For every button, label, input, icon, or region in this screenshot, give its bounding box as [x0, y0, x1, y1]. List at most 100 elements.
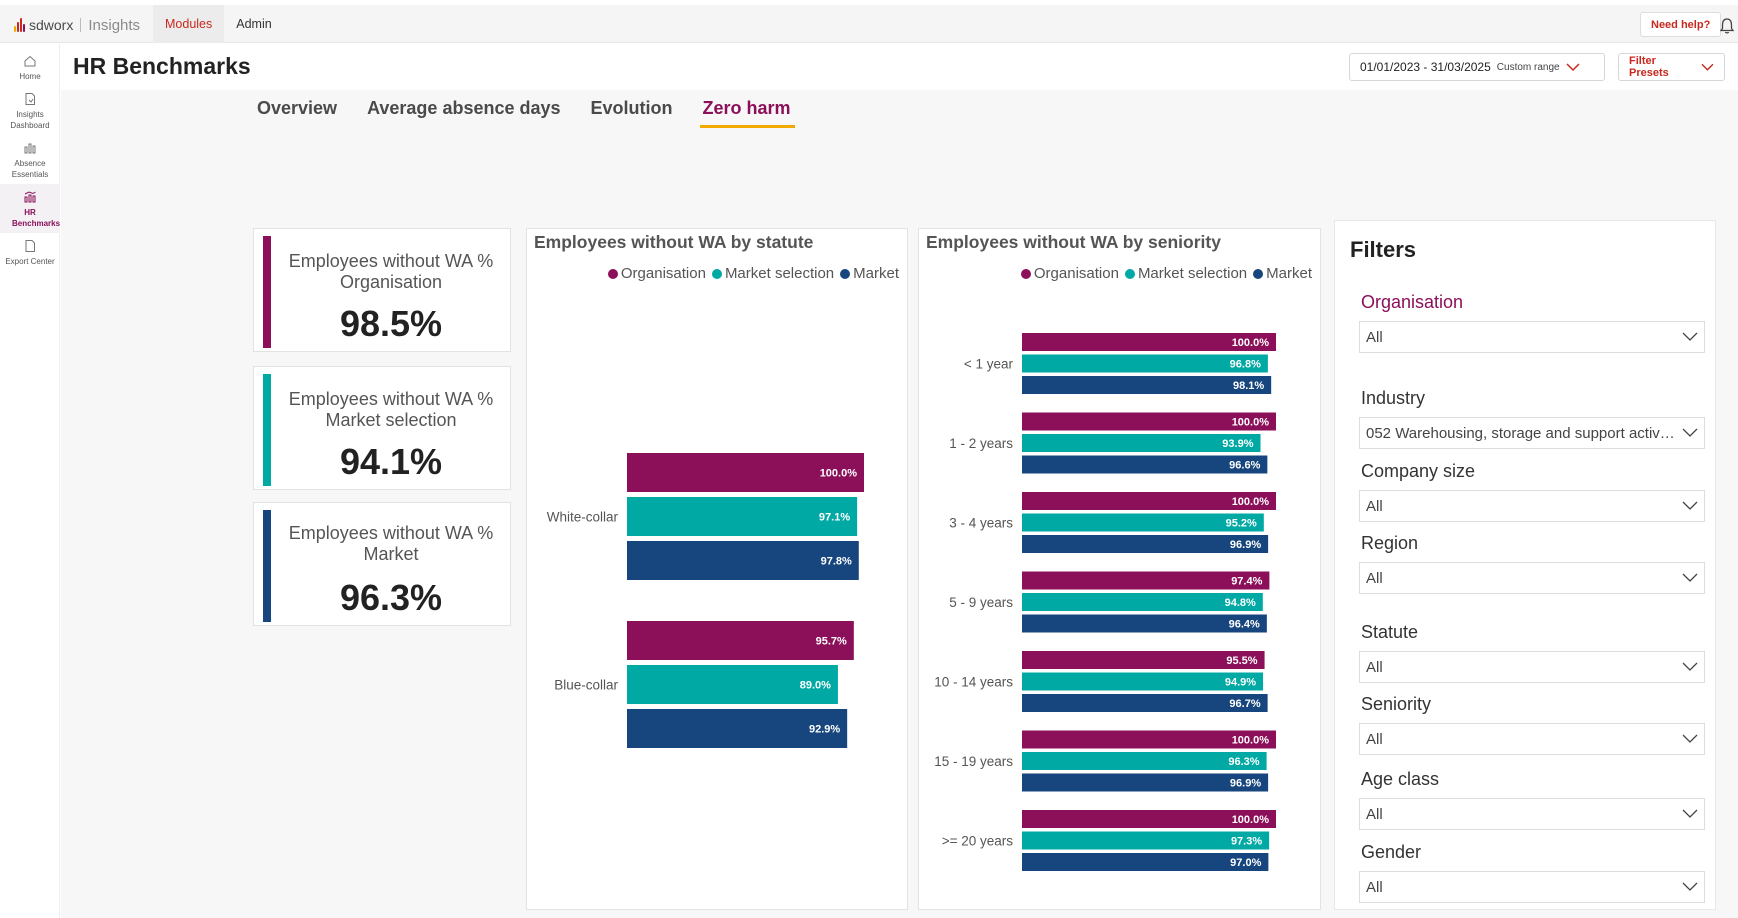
sidebar-item-home[interactable]: Home — [0, 44, 60, 86]
tab-evolution[interactable]: Evolution — [590, 98, 673, 118]
legend-item-market-selection[interactable]: Market selection — [1124, 265, 1247, 282]
data-label-market-selection-10-14-years: 94.9% — [1225, 677, 1256, 689]
bar-market-1-year[interactable] — [1022, 376, 1272, 394]
bar-organisation-1-2-years[interactable] — [1022, 412, 1276, 431]
bar-organisation-blue-collar[interactable] — [627, 621, 854, 660]
bar-organisation-3-4-years[interactable] — [1022, 492, 1276, 510]
category-label-1-2-years: 1 - 2 years — [949, 436, 1013, 451]
filter-value: All — [1366, 878, 1383, 896]
sidebar-item-absence-essentials[interactable]: Absence Essentials — [0, 135, 60, 184]
topnav-admin[interactable]: Admin — [236, 17, 272, 31]
sidebar-item-export-center[interactable]: Export Center — [0, 233, 60, 271]
bar-market-selection-5-9-years[interactable] — [1022, 593, 1263, 611]
bar-market-selection-15-19-years[interactable] — [1022, 752, 1267, 770]
filter-industry-select[interactable]: 052 Warehousing, storage and support act… — [1359, 417, 1705, 449]
chart-legend: Organisation Market selection Market — [607, 265, 899, 282]
chevron-down-icon — [1682, 882, 1698, 891]
filter-statute-select[interactable]: All — [1359, 651, 1705, 683]
sidebar-item-hr-benchmarks[interactable]: HR Benchmarks — [0, 184, 60, 233]
product-name: Insights — [88, 16, 141, 34]
filter-company-size-select[interactable]: All — [1359, 490, 1705, 522]
top-bar: sdworx Insights Modules Admin Need help? — [0, 5, 1738, 43]
bell-icon[interactable] — [1718, 17, 1736, 35]
filter-label-gender: Gender — [1361, 842, 1422, 862]
bar-market-selection-10-14-years[interactable] — [1022, 672, 1264, 691]
bar-market-selection-1-year[interactable] — [1022, 354, 1268, 373]
legend-item-market[interactable]: Market — [1253, 265, 1312, 282]
filter-value: All — [1366, 569, 1383, 587]
chart-legend: Organisation Market selection Market — [1020, 265, 1312, 282]
bar-market-blue-collar[interactable] — [627, 709, 848, 748]
kpi-value: 98.5% — [339, 303, 443, 344]
legend-item-organisation[interactable]: Organisation — [1020, 265, 1119, 282]
data-label-market-20-years: 97.0% — [1230, 857, 1261, 869]
range-type-label: Custom range — [1496, 61, 1560, 73]
filter-presets-button[interactable]: Filter Presets — [1618, 53, 1725, 81]
bar-organisation-5-9-years[interactable] — [1022, 571, 1270, 590]
chevron-down-icon — [1682, 734, 1698, 743]
data-label-organisation-3-4-years: 100.0% — [1232, 496, 1270, 508]
data-label-organisation-1-year: 100.0% — [1232, 337, 1270, 349]
filter-region-select[interactable]: All — [1359, 562, 1705, 594]
tab-average-absence-days[interactable]: Average absence days — [367, 98, 561, 118]
legend-item-market[interactable]: Market — [840, 265, 899, 282]
filter-value: All — [1366, 805, 1383, 823]
bar-market-selection-3-4-years[interactable] — [1022, 513, 1264, 532]
data-label-organisation-10-14-years: 95.5% — [1226, 655, 1257, 667]
bar-market-10-14-years[interactable] — [1022, 694, 1268, 712]
bar-organisation-20-years[interactable] — [1022, 810, 1276, 828]
bar-organisation-1-year[interactable] — [1022, 333, 1276, 351]
tab-overview[interactable]: Overview — [257, 98, 338, 118]
data-label-market-blue-collar: 92.9% — [809, 724, 840, 736]
bar-market-white-collar[interactable] — [627, 541, 859, 580]
bar-market-selection-1-2-years[interactable] — [1022, 434, 1261, 452]
seniority-bar-chart: < 1 year 100.0% 96.8% 98.1% 1 - 2 years 100.0… — [934, 333, 1276, 871]
logo-mark-icon — [14, 18, 25, 32]
benchmark-icon — [24, 191, 36, 203]
bar-market-selection-white-collar[interactable] — [627, 497, 858, 536]
need-help-button[interactable]: Need help? — [1640, 12, 1722, 37]
filter-label-industry: Industry — [1361, 388, 1426, 408]
kpi-color-bar — [263, 236, 271, 348]
data-label-market-3-4-years: 96.9% — [1230, 539, 1261, 551]
kpi-card-organisation: Employees without WA % Organisation 98.5% — [253, 228, 511, 352]
category-label-1-year: < 1 year — [964, 357, 1014, 372]
bar-market-20-years[interactable] — [1022, 853, 1269, 871]
bar-market-3-4-years[interactable] — [1022, 535, 1269, 553]
app-logo[interactable]: sdworx Insights — [14, 15, 140, 35]
topnav-modules[interactable]: Modules — [153, 5, 225, 43]
bar-market-1-2-years[interactable] — [1022, 455, 1268, 474]
filter-label-seniority: Seniority — [1361, 694, 1432, 714]
filter-age-class-select[interactable]: All — [1359, 798, 1705, 830]
category-label-10-14-years: 10 - 14 years — [934, 675, 1013, 690]
bar-market-15-19-years[interactable] — [1022, 773, 1269, 792]
home-icon — [24, 55, 36, 67]
kpi-label: Employees without WA % Market — [288, 523, 494, 564]
sidebar-item-insights-dashboard[interactable]: Insights Dashboard — [0, 86, 60, 135]
kpi-value: 94.1% — [339, 441, 443, 482]
sidebar-item-label: Insights Dashboard — [10, 110, 50, 130]
legend-item-market-selection[interactable]: Market selection — [711, 265, 834, 282]
filter-seniority-select[interactable]: All — [1359, 723, 1705, 755]
sidebar-item-label: Home — [19, 72, 41, 81]
bar-organisation-15-19-years[interactable] — [1022, 730, 1276, 749]
bar-market-selection-20-years[interactable] — [1022, 831, 1270, 850]
bar-organisation-10-14-years[interactable] — [1022, 651, 1265, 669]
legend-item-organisation[interactable]: Organisation — [607, 265, 706, 282]
filter-label-age-class: Age class — [1361, 769, 1440, 789]
bar-market-5-9-years[interactable] — [1022, 614, 1267, 633]
document-icon — [25, 93, 35, 105]
date-range-picker[interactable]: 01/01/2023 - 31/03/2025 Custom range — [1349, 53, 1605, 81]
bar-organisation-white-collar[interactable] — [627, 453, 864, 492]
tab-zero-harm[interactable]: Zero harm — [699, 98, 795, 128]
filter-label-region: Region — [1361, 533, 1419, 553]
page-title: HR Benchmarks — [73, 53, 251, 79]
chevron-down-icon — [1701, 63, 1714, 71]
chevron-down-icon — [1682, 662, 1698, 671]
category-label-5-9-years: 5 - 9 years — [949, 595, 1013, 610]
data-label-organisation-white-collar: 100.0% — [820, 468, 858, 480]
filter-gender-select[interactable]: All — [1359, 871, 1705, 903]
filter-organisation-select[interactable]: All — [1359, 321, 1705, 353]
chevron-down-icon — [1682, 501, 1698, 510]
bar-market-selection-blue-collar[interactable] — [627, 665, 838, 704]
